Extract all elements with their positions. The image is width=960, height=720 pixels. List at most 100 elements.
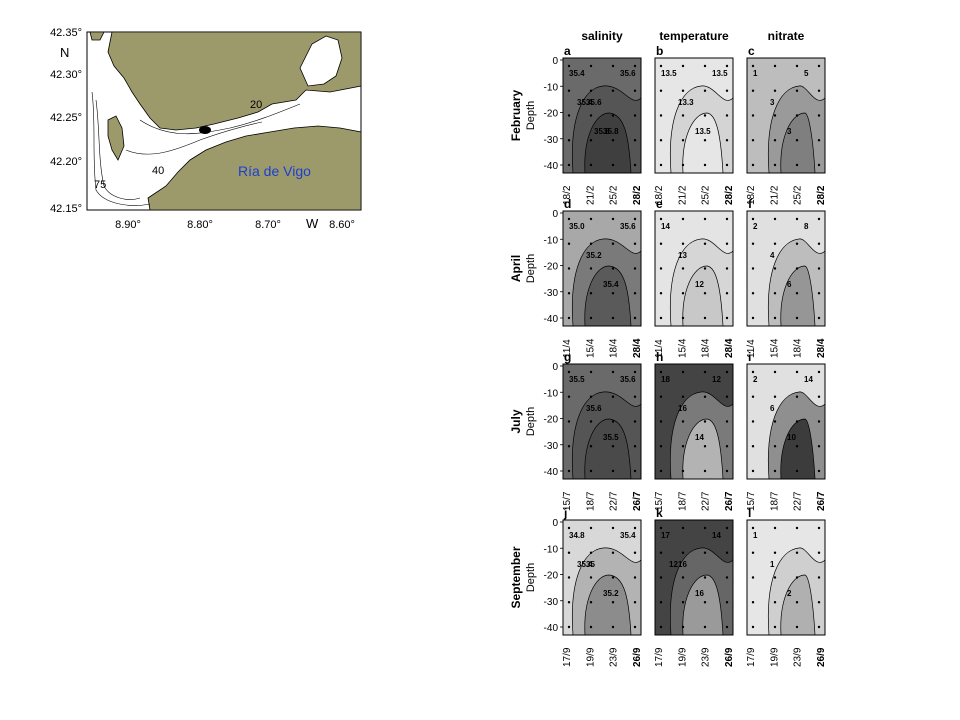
sample-point [725, 370, 729, 374]
contour-band [584, 265, 632, 327]
sample-point [659, 601, 663, 604]
sample-point [589, 551, 593, 554]
sample-point [633, 601, 637, 604]
sample-point [817, 370, 821, 374]
panel-letter: g [564, 350, 571, 364]
sample-point [773, 163, 777, 167]
date-label: 26/7 [816, 491, 827, 511]
sample-point [795, 217, 799, 221]
panel-j: 34.8 35 35.2 35.4 35.4 [562, 519, 642, 636]
column-header-temperature: temperature [659, 29, 729, 43]
sample-point [773, 217, 777, 221]
sample-point [751, 292, 755, 295]
sample-point [703, 217, 707, 221]
contour-band [682, 265, 724, 327]
sample-point [611, 217, 615, 221]
sample-point [751, 395, 755, 398]
panel-letter: d [564, 197, 571, 211]
sample-point [659, 217, 663, 221]
panel-frame [562, 210, 642, 327]
sample-point [725, 420, 729, 423]
contour-label: 35.4 [569, 69, 585, 78]
sample-point [817, 89, 821, 92]
contour-label: 35.6 [586, 98, 602, 107]
contour-label: 35.6 [586, 404, 602, 413]
contour-band [780, 418, 816, 480]
sample-point [773, 64, 777, 68]
sample-point [633, 114, 637, 117]
contour-band [682, 574, 724, 636]
date-label: 15/7 [562, 491, 573, 511]
contour-label: 14 [661, 222, 670, 231]
contour-label: 2 [787, 589, 792, 598]
sample-point [795, 114, 799, 117]
sample-point [817, 316, 821, 320]
contour-label: 12 [712, 375, 721, 384]
sample-point [681, 89, 685, 92]
sample-point [703, 576, 707, 579]
sample-point [725, 395, 729, 398]
cies-island [107, 115, 125, 161]
date-label: 15/4 [769, 338, 780, 358]
panel-frame [654, 210, 734, 327]
date-label: 19/9 [677, 647, 688, 667]
sample-point [681, 242, 685, 245]
sample-point [633, 89, 637, 92]
date-label: 26/9 [724, 647, 735, 667]
land-south [147, 125, 362, 211]
sample-point [751, 601, 755, 604]
sample-point [817, 526, 821, 530]
sample-point [725, 625, 729, 629]
row-label-february: February [509, 90, 523, 142]
date-label: 22/7 [701, 491, 712, 511]
sample-point [817, 551, 821, 554]
panel-letter: b [656, 44, 663, 58]
ons-island [89, 31, 105, 41]
sample-point [703, 242, 707, 245]
sample-point [773, 292, 777, 295]
panel-frame [746, 57, 826, 174]
lat-label: 42.20° [50, 156, 82, 168]
contour-label: 13.3 [678, 98, 694, 107]
sample-point [589, 625, 593, 629]
sample-point [681, 395, 685, 398]
sample-point [681, 217, 685, 221]
panel-l: 1 1 2 [746, 519, 826, 636]
sample-point [773, 89, 777, 92]
date-label: 18/4 [609, 338, 620, 358]
sample-point [751, 242, 755, 245]
sample-point [589, 526, 593, 530]
sampling-station [199, 126, 211, 134]
sample-point [589, 267, 593, 270]
sample-point [681, 292, 685, 295]
contour-band [584, 574, 632, 636]
depth-tick-label: -30 [544, 597, 559, 608]
sample-point [817, 625, 821, 629]
sample-point [589, 217, 593, 221]
sample-point [751, 163, 755, 167]
sample-point [611, 445, 615, 448]
sample-point [817, 139, 821, 142]
sample-point [611, 316, 615, 320]
date-label: 28/2 [816, 185, 827, 205]
sample-point [795, 526, 799, 530]
sample-point [659, 64, 663, 68]
contour-label: 10 [787, 433, 796, 442]
sample-point [817, 64, 821, 68]
sample-point [795, 89, 799, 92]
panel-letter: h [656, 350, 663, 364]
sample-point [611, 395, 615, 398]
sample-point [567, 139, 571, 142]
region-name: Ría de Vigo [238, 163, 311, 179]
sample-point [659, 576, 663, 579]
row-label-july: July [509, 409, 523, 433]
sample-point [659, 114, 663, 117]
sample-point [567, 89, 571, 92]
depth-tick-label: 0 [552, 518, 558, 529]
panel-frame [746, 519, 826, 636]
date-label: 18/7 [677, 491, 688, 511]
sample-point [567, 395, 571, 398]
sample-point [589, 292, 593, 295]
contour-label: 13.5 [661, 69, 677, 78]
